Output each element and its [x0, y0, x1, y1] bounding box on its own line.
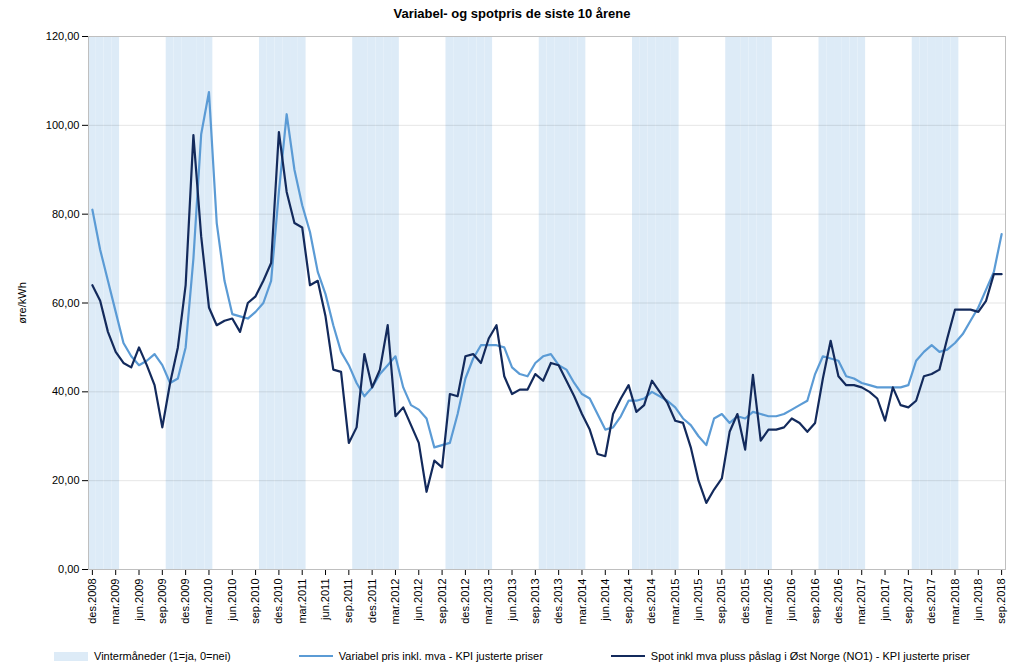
svg-text:jun.2017: jun.2017: [879, 579, 891, 622]
html-text:Variabel pris inkl. mva - KPI: Variabel pris inkl. mva - KPI justerte p…: [338, 650, 543, 662]
svg-text:sep.2015: sep.2015: [715, 579, 727, 624]
svg-text:100,00: 100,00: [46, 119, 80, 131]
svg-text:jun.2011: jun.2011: [319, 579, 331, 621]
svg-text:sep.2010: sep.2010: [249, 579, 261, 624]
svg-text:mar.2009: mar.2009: [109, 579, 121, 625]
svg-text:20,00: 20,00: [52, 474, 80, 486]
svg-text:jun.2009: jun.2009: [133, 579, 145, 622]
svg-text:sep.2013: sep.2013: [529, 579, 541, 624]
svg-text:des.2011: des.2011: [366, 579, 378, 623]
svg-text:des.2012: des.2012: [459, 579, 471, 624]
html-text:Variabel- og spotpris de siste: Variabel- og spotpris de siste 10 årene: [393, 6, 631, 21]
svg-text:jun.2010: jun.2010: [226, 579, 238, 622]
svg-text:sep.2018: sep.2018: [995, 579, 1007, 624]
html-text:Vintermåneder (1=ja, 0=nei): Vintermåneder (1=ja, 0=nei): [94, 650, 231, 662]
svg-text:mar.2013: mar.2013: [482, 579, 494, 625]
svg-text:des.2015: des.2015: [739, 579, 751, 624]
svg-text:sep.2011: sep.2011: [342, 579, 354, 623]
html-text:Spot inkl mva pluss påslag i Ø: Spot inkl mva pluss påslag i Øst Norge (…: [650, 650, 970, 662]
svg-text:des.2016: des.2016: [832, 579, 844, 624]
svg-text:jun.2014: jun.2014: [599, 579, 611, 622]
svg-text:jun.2016: jun.2016: [785, 579, 797, 622]
svg-text:sep.2014: sep.2014: [622, 579, 634, 624]
svg-text:des.2017: des.2017: [925, 579, 937, 624]
svg-text:jun.2015: jun.2015: [692, 579, 704, 622]
svg-text:mar.2010: mar.2010: [202, 579, 214, 625]
svg-text:sep.2017: sep.2017: [902, 579, 914, 624]
svg-text:sep.2016: sep.2016: [809, 579, 821, 624]
svg-text:sep.2009: sep.2009: [156, 579, 168, 624]
svg-text:mar.2018: mar.2018: [949, 579, 961, 625]
svg-text:jun.2013: jun.2013: [506, 579, 518, 622]
svg-text:des.2008: des.2008: [86, 579, 98, 624]
svg-text:120,00: 120,00: [46, 30, 80, 42]
svg-text:jun.2018: jun.2018: [972, 579, 984, 622]
svg-text:60,00: 60,00: [52, 297, 80, 309]
svg-text:mar.2016: mar.2016: [762, 579, 774, 625]
svg-text:80,00: 80,00: [52, 208, 80, 220]
svg-text:sep.2012: sep.2012: [436, 579, 448, 624]
svg-text:mar.2012: mar.2012: [389, 579, 401, 625]
svg-text:des.2010: des.2010: [272, 579, 284, 624]
svg-text:mar.2014: mar.2014: [575, 579, 587, 625]
svg-text:des.2013: des.2013: [552, 579, 564, 624]
svg-text:jun.2012: jun.2012: [412, 579, 424, 622]
svg-text:mar.2011: mar.2011: [296, 579, 308, 624]
svg-text:des.2009: des.2009: [179, 579, 191, 624]
svg-text:mar.2017: mar.2017: [855, 579, 867, 625]
svg-text:0,00: 0,00: [58, 563, 79, 575]
svg-text:mar.2015: mar.2015: [669, 579, 681, 625]
svg-text:40,00: 40,00: [52, 385, 80, 397]
svg-text:des.2014: des.2014: [645, 579, 657, 624]
svg-text:øre/kWh: øre/kWh: [16, 282, 28, 324]
